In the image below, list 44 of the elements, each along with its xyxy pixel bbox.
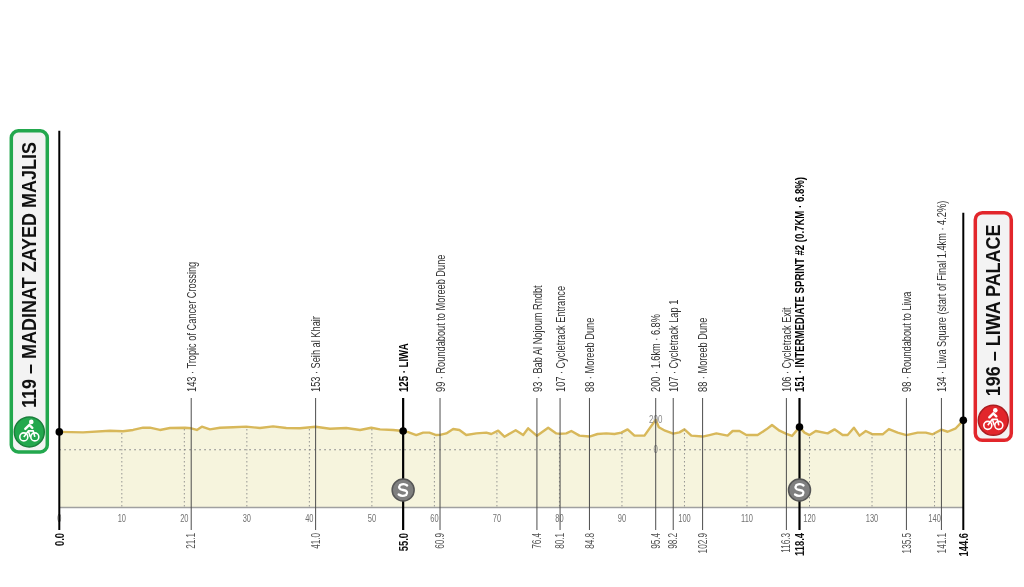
x-tick-label: 40: [305, 512, 314, 525]
text: 55.0: [396, 533, 411, 552]
ref-line-label: 106 · Cycletrack Exit: [779, 306, 794, 392]
ref-line-label: 93 · Bab Al Nojoum Rndbt: [530, 284, 544, 392]
text: 144.6: [956, 533, 971, 557]
ref-line-label: 98 · Roundabout to Liwa: [899, 290, 914, 392]
text: 118.4: [792, 532, 807, 556]
x-tick-label: 140: [928, 512, 941, 525]
x-tick-label: 130: [865, 512, 879, 525]
x-tick-label: 50: [367, 512, 377, 525]
ref-line-label: 143 · Tropic of Cancer Crossing: [184, 261, 199, 392]
ref-line-label: 200 · 1.6km · 6.8%: [648, 314, 663, 392]
text: 80.1: [553, 532, 567, 549]
text: 95.4: [649, 532, 663, 549]
ref-line-label: 107 · Cycletrack Entrance: [553, 285, 567, 392]
ref-line-label: 107 · Cycletrack Lap 1: [666, 299, 681, 392]
ref-line-label: 125 · LIWA: [396, 343, 410, 392]
text: 98.2: [666, 532, 680, 549]
ref-line-label: 88 · Moreeb Dune: [695, 317, 710, 392]
x-tick-label: 10: [117, 512, 127, 525]
x-tick-label: 100: [678, 512, 691, 525]
text: 41.0: [309, 532, 323, 549]
text: 135.5: [899, 532, 913, 554]
text: 76.4: [530, 532, 544, 549]
ref-line-label: 134 · Liwa Square (start of Final 1.4km · 4.2%): [934, 200, 949, 392]
x-tick-label: 90: [617, 512, 627, 525]
text: 60.9: [433, 532, 447, 549]
text: 102.9: [696, 532, 710, 554]
text: 84.8: [583, 532, 596, 549]
x-tick-label: 70: [492, 512, 502, 525]
ref-line-label: 196 – LIWA PALACE: [982, 224, 1005, 397]
ref-line-label: 99 · Roundabout to Moreeb Dune: [433, 254, 447, 392]
x-tick-label: 120: [803, 512, 816, 525]
x-tick-label: 60: [430, 512, 439, 525]
ref-line-label: 153 · Seih al Khair: [308, 315, 323, 392]
ref-line-label: 88 · Moreeb Dune: [582, 317, 597, 392]
text: 116.3: [779, 532, 793, 553]
text: 21.1: [184, 532, 198, 549]
ref-line-label: 119 – MADINAT ZAYED MAJLIS: [18, 141, 41, 408]
x-tick-label: 20: [180, 512, 189, 525]
x-tick-label: 110: [741, 512, 754, 525]
text: 0.0: [52, 533, 67, 546]
text: 141.1: [934, 532, 948, 554]
x-tick-label: 30: [242, 512, 252, 525]
